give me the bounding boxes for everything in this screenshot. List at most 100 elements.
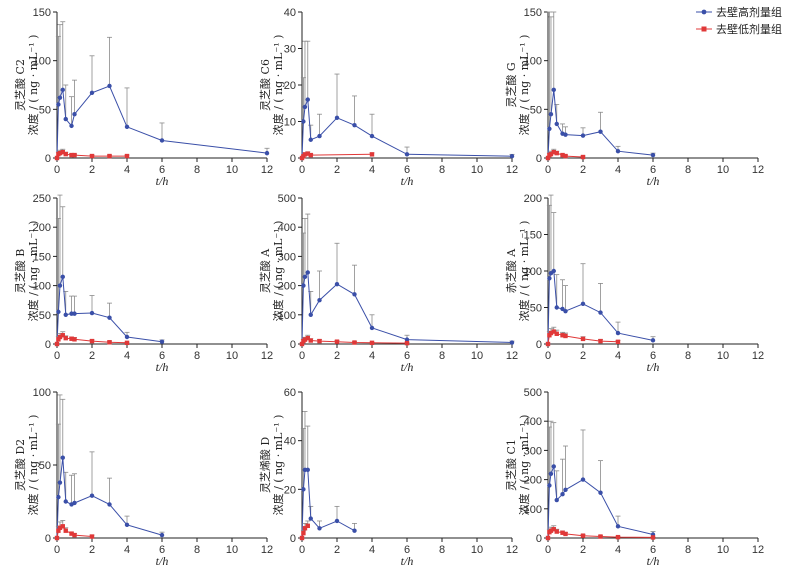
series-low-point [124,340,130,346]
y-tick-label: 200 [278,281,296,293]
x-tick-label: 0 [299,164,305,176]
series-high-point [650,338,656,343]
series-low [545,525,656,541]
y-tick-label: 150 [33,7,51,19]
x-tick-label: 2 [334,350,340,362]
y-tick-label: 0 [290,339,296,351]
x-tick-label: 6 [159,164,165,176]
series-high-point [598,129,603,134]
x-tick-label: 10 [226,544,238,556]
series-low-point [89,153,95,159]
series-low-point [554,150,559,156]
y-axis-label-compound: 灵芝烯酸 D [258,437,272,493]
y-axis-label-unit: 浓度 / ( ng · mL⁻¹ ) [26,415,40,516]
y-axis-label-compound: 灵芝酸 B [13,249,27,294]
series-low-point [308,152,313,158]
series-low [54,331,130,347]
y-tick-label: 0 [290,153,296,165]
x-axis-label: t/h [156,174,169,188]
y-tick-label: 150 [524,230,542,242]
series-low-point [352,340,357,345]
panel-2: 0 10 20 30 40 0 2 4 6 8 10 12 t/h 灵芝酸 C6 浓度 / ( ng · m… [258,7,518,188]
series-low-point [308,338,313,343]
series-high-point [56,309,61,315]
x-tick-label: 12 [506,350,518,362]
series-high-point [352,122,357,128]
series-low-point [60,149,65,155]
x-tick-label: 10 [471,544,483,556]
y-tick-label: 100 [524,266,542,278]
y-tick-label: 100 [33,281,51,293]
x-tick-label: 8 [194,544,200,556]
x-axis-label: t/h [156,360,169,374]
x-tick-label: 10 [226,164,238,176]
y-tick-label: 50 [39,460,51,472]
x-axis-label: t/h [156,554,169,565]
series-high-point [56,102,61,107]
y-tick-label: 100 [33,56,51,68]
series-high-point [72,311,77,316]
series-high-point [72,500,77,506]
x-tick-label: 6 [159,544,165,556]
x-tick-label: 6 [159,350,165,362]
panel-1: 0 50 100 150 0 2 4 6 8 10 12 t/h 灵芝酸 C2 浓度 / ( ng · m… [13,7,273,188]
series-low-point [57,150,63,156]
panel-9: 0 100 200 300 400 500 0 2 4 6 8 10 12 t/h 灵芝酸 C1 浓度 / (… [504,387,764,565]
series-high-point [57,283,63,288]
series-high-point [107,315,112,320]
series-high-point [63,116,68,122]
x-tick-label: 4 [615,350,621,362]
series-high-point [308,516,313,521]
series-low-point [69,152,74,158]
series-low-point [563,153,568,159]
legend-high: 去壁高剂量组 [696,5,782,19]
x-tick-label: 6 [404,350,410,362]
series-low-point [69,336,74,341]
series-high-point [509,340,515,345]
series-high [299,40,515,161]
series-high-point [563,308,568,314]
series-low-point [305,523,310,529]
x-tick-label: 8 [439,544,445,556]
series-low-point [63,335,68,341]
panel-6: 0 50 100 150 200 0 2 4 6 8 10 12 t/h 赤芝酸 A 浓度 / ( ng ·… [504,193,764,374]
x-tick-label: 10 [717,350,729,362]
y-axis-label-compound: 灵芝酸 G [504,62,518,107]
series-low-point [54,535,60,541]
series-low-point [72,337,77,342]
series-high-point [317,298,322,303]
x-tick-label: 6 [650,544,656,556]
series-low-point [545,155,551,161]
x-tick-label: 10 [717,544,729,556]
series-high-point [615,330,621,336]
series-high-point [352,292,357,297]
series-high-point [580,477,586,482]
x-tick-label: 12 [752,350,764,362]
series-high [54,194,165,347]
series-low-point [615,339,621,345]
series-low-point [107,340,112,345]
x-tick-label: 8 [194,350,200,362]
y-tick-label: 30 [284,44,296,56]
y-tick-label: 200 [524,475,542,487]
y-axis-label-unit: 浓度 / ( ng · mL⁻¹ ) [271,415,285,516]
series-low-point [548,528,554,533]
series-low [545,326,621,347]
x-tick-label: 2 [580,164,586,176]
legend-high-label: 去壁高剂量组 [716,5,782,19]
y-tick-label: 100 [524,504,542,516]
series-low-point [563,531,568,537]
series-low-point [124,153,130,159]
series-low-point [404,340,410,346]
series-high-point [305,270,310,275]
series-high-point [547,126,552,131]
x-tick-label: 6 [650,164,656,176]
y-axis-label-unit: 浓度 / ( ng · mL⁻¹ ) [26,221,40,322]
x-tick-label: 0 [299,544,305,556]
x-tick-label: 0 [545,350,551,362]
y-tick-label: 250 [33,193,51,205]
series-low-point [560,333,565,338]
series-high-point [302,104,308,110]
series-high-point [551,268,556,274]
x-axis-label: t/h [401,554,414,565]
